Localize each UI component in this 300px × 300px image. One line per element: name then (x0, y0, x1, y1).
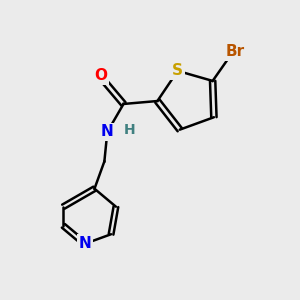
Text: N: N (101, 124, 114, 140)
Text: O: O (94, 68, 107, 83)
Text: N: N (78, 236, 91, 251)
Text: Br: Br (226, 44, 245, 59)
Text: H: H (124, 124, 135, 137)
Text: S: S (172, 63, 183, 78)
